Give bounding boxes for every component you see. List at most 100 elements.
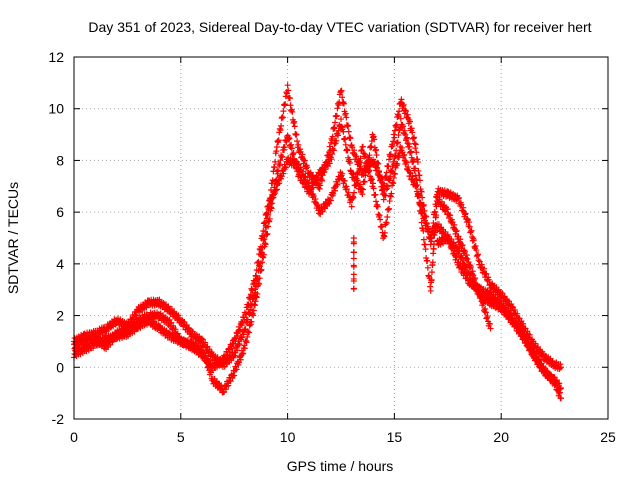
data-point xyxy=(428,235,435,242)
data-point xyxy=(236,341,243,348)
data-point xyxy=(314,201,321,208)
data-point xyxy=(284,82,291,89)
data-point xyxy=(332,119,339,126)
data-point xyxy=(276,180,283,187)
data-point xyxy=(419,209,426,216)
data-point xyxy=(351,189,358,196)
data-point xyxy=(473,247,480,254)
data-point xyxy=(304,164,311,171)
data-point xyxy=(470,237,477,244)
data-point xyxy=(329,133,336,140)
data-point xyxy=(375,160,382,167)
data-point xyxy=(290,150,297,157)
data-point xyxy=(308,186,315,193)
data-point xyxy=(368,176,375,183)
data-point xyxy=(420,227,427,234)
data-point xyxy=(326,160,333,167)
data-point xyxy=(249,287,256,294)
data-point xyxy=(199,343,206,350)
data-point xyxy=(429,259,436,266)
data-point xyxy=(384,214,391,221)
y-tick-label: 10 xyxy=(48,101,64,117)
data-point xyxy=(373,146,380,153)
data-point xyxy=(350,235,357,241)
data-point xyxy=(342,135,349,142)
data-point xyxy=(373,152,380,159)
data-point xyxy=(514,310,521,317)
data-point xyxy=(348,203,355,210)
data-point xyxy=(260,251,267,258)
data-point xyxy=(262,241,269,248)
data-point xyxy=(485,276,492,283)
y-tick-label: 12 xyxy=(48,49,64,65)
x-tick-label: 10 xyxy=(280,429,296,445)
chart-title: Day 351 of 2023, Sidereal Day-to-day VTE… xyxy=(88,19,591,35)
data-point xyxy=(287,102,294,109)
data-point xyxy=(256,275,263,282)
data-point xyxy=(231,372,238,379)
data-point xyxy=(319,177,326,184)
data-point xyxy=(383,219,390,226)
y-tick-label: 6 xyxy=(56,204,64,220)
series-trace-2 xyxy=(71,115,494,396)
data-point xyxy=(556,389,563,396)
x-tick-label: 0 xyxy=(70,429,78,445)
data-point xyxy=(168,319,175,326)
data-point xyxy=(350,285,357,292)
data-point xyxy=(335,127,342,134)
data-point xyxy=(475,251,482,258)
data-point xyxy=(285,87,292,94)
data-point xyxy=(265,223,272,230)
data-point xyxy=(419,194,426,201)
data-point xyxy=(508,301,515,308)
data-point xyxy=(295,161,302,168)
axis-ticks: 0 5 10 15 20 25 -2 0 2 4 6 8 10 12 xyxy=(48,49,616,445)
data-point xyxy=(482,309,489,316)
data-point xyxy=(401,151,408,158)
data-point xyxy=(417,177,424,184)
data-point xyxy=(403,159,410,166)
data-point xyxy=(246,329,253,336)
data-point xyxy=(289,108,296,115)
data-point xyxy=(353,153,360,160)
plot-frame xyxy=(73,56,609,420)
data-point xyxy=(350,255,357,262)
data-point xyxy=(248,318,255,325)
data-point xyxy=(444,231,451,238)
data-point xyxy=(227,378,234,385)
data-point xyxy=(328,156,335,163)
data-point xyxy=(422,246,429,253)
data-point xyxy=(366,167,373,174)
data-point xyxy=(350,249,357,256)
data-point xyxy=(412,141,419,148)
data-point xyxy=(408,148,415,155)
data-point xyxy=(327,197,334,204)
data-point xyxy=(333,112,340,119)
data-point xyxy=(345,122,352,129)
data-point xyxy=(244,333,251,340)
data-point xyxy=(340,128,347,135)
data-point xyxy=(397,115,404,122)
data-point xyxy=(260,227,267,234)
data-point xyxy=(359,186,366,193)
y-tick-label: 2 xyxy=(56,308,64,324)
data-point xyxy=(383,169,390,176)
data-point xyxy=(282,101,289,108)
data-point xyxy=(257,243,264,250)
data-point xyxy=(241,345,248,352)
data-point xyxy=(286,135,293,142)
data-point xyxy=(424,264,431,271)
data-point xyxy=(262,219,269,226)
data-point xyxy=(387,151,394,158)
data-point xyxy=(402,108,409,115)
data-point xyxy=(253,273,260,280)
data-point xyxy=(272,158,279,165)
data-point xyxy=(444,206,451,213)
data-point xyxy=(353,175,360,182)
data-point xyxy=(278,122,285,129)
data-point xyxy=(549,358,556,365)
data-point xyxy=(428,276,435,283)
data-point xyxy=(304,179,311,186)
x-tick-label: 5 xyxy=(177,429,185,445)
